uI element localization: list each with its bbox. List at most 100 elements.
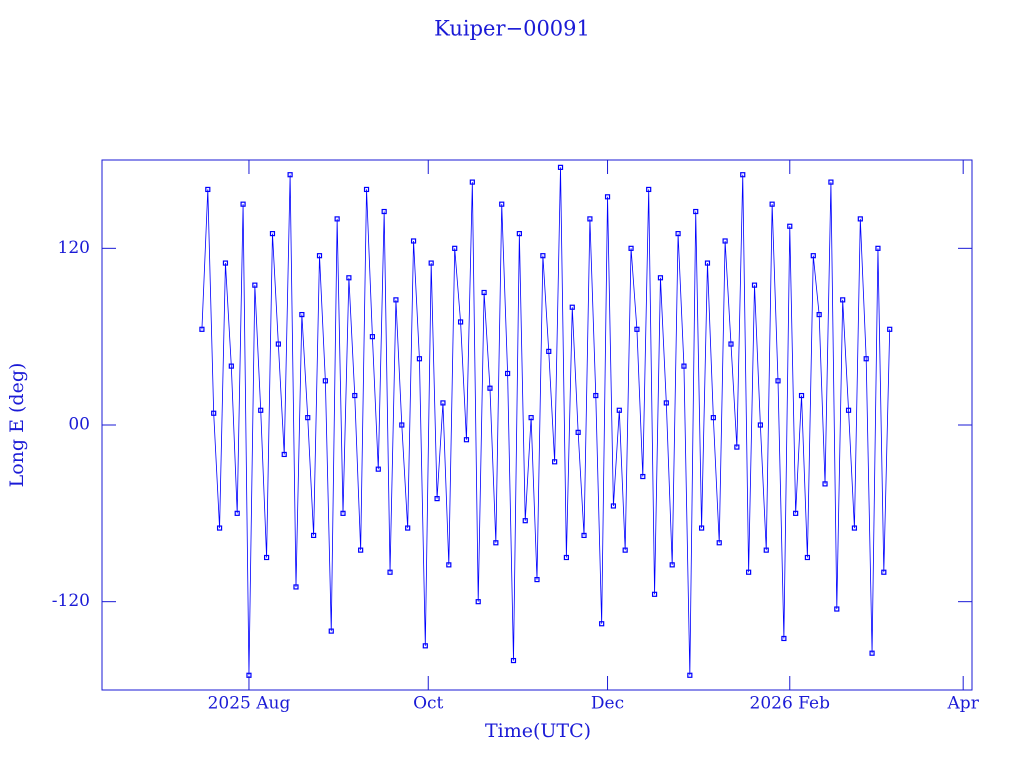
data-point [416,356,423,362]
data-point [252,282,258,288]
x-tick-label: 2025 Aug [208,694,291,714]
data-point [569,304,575,310]
data-point [234,510,240,516]
data-point [305,415,311,421]
data-point [604,194,611,200]
data-point [475,599,481,605]
data-point [410,238,417,244]
data-point [505,370,511,377]
data-point [293,584,299,590]
chart-title: Kuiper−00091 [434,17,590,41]
data-point [793,510,799,516]
data-point [375,466,381,472]
data-point [499,201,505,207]
y-axis-label: Long E (deg) [6,363,28,488]
data-point [363,186,370,193]
data-point [628,245,634,251]
data-point [716,540,722,546]
data-point [557,164,564,170]
data-point [311,532,317,539]
data-point [316,253,323,259]
data-point [211,410,217,416]
data-point [263,554,270,561]
data-point [452,245,458,251]
data-point [728,341,734,347]
data-point [757,422,763,428]
plot-frame [101,159,973,691]
x-tick-label: Apr [947,694,980,714]
data-point [834,606,840,612]
y-tick-label: -120 [52,591,90,611]
data-point [616,407,622,413]
data-point [845,407,852,413]
data-point [769,201,775,207]
data-point [881,569,887,575]
data-point [887,326,893,332]
data-point [393,297,399,303]
data-point [269,231,276,237]
data-point [687,672,693,678]
data-point [775,378,781,384]
data-point [746,569,752,575]
data-point [434,496,440,502]
data-point [334,216,340,222]
y-tick-label: 120 [58,238,90,258]
data-point [704,260,711,266]
data-point [299,311,305,318]
data-point [322,378,328,384]
data-point [258,407,264,413]
data-point [522,518,528,524]
data-point [493,540,499,546]
data-point [763,547,769,553]
data-point [340,510,346,516]
data-point [487,385,493,391]
data-line [201,167,891,676]
data-point [387,569,393,575]
data-point [698,525,705,531]
data-point [681,363,687,369]
data-point [358,547,364,553]
data-point [622,547,628,553]
x-tick-label: Oct [413,694,443,714]
data-point [405,525,411,531]
data-point [857,216,863,222]
data-point [798,392,805,399]
data-point [710,415,716,421]
data-point [540,253,546,259]
data-point [381,208,387,215]
data-point [810,253,816,259]
data-point [446,562,452,568]
data-point [422,643,428,649]
data-point [546,348,552,354]
data-point [275,341,281,347]
data-point [563,554,569,561]
data-point [510,657,517,664]
data-point [787,223,793,229]
data-point [481,289,487,296]
data-point [369,334,376,340]
data-point [216,525,223,531]
data-point [693,208,699,215]
x-tick-label: 2026 Feb [750,694,831,714]
y-tick-label: 00 [68,415,90,435]
data-point [816,311,822,318]
data-point [740,172,746,178]
data-point [734,444,740,450]
data-point [287,172,293,178]
data-point [534,576,540,583]
data-point [828,179,834,185]
data-point [781,635,787,642]
data-point [634,326,640,332]
data-point [399,422,405,428]
data-point [599,621,605,627]
data-point [222,260,229,266]
data-point [651,591,658,597]
data-point [587,216,593,222]
data-point [640,473,646,480]
data-point [875,245,881,251]
data-point [440,400,446,406]
data-point [581,532,587,539]
data-point [552,459,558,465]
data-point [657,275,664,281]
